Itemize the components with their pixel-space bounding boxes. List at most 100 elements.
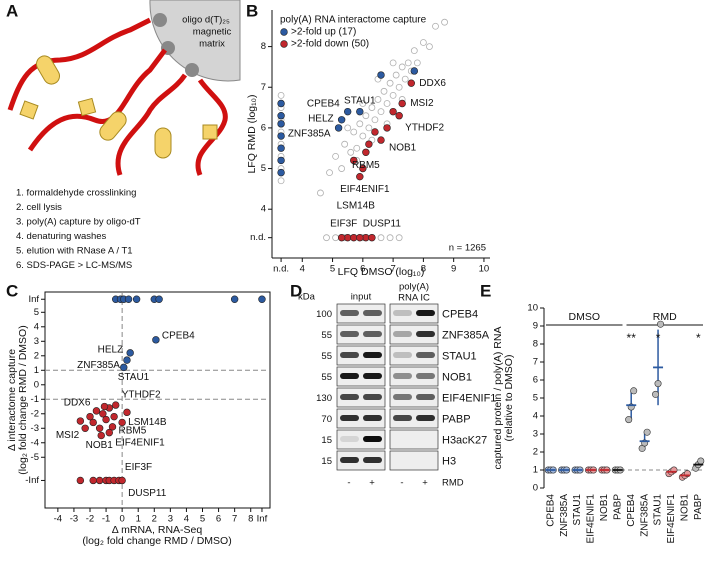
y-tick-label: 9: [533, 321, 538, 332]
blot-strip: [389, 324, 439, 345]
lane-label: -: [400, 478, 403, 489]
point: [277, 168, 285, 177]
blot-strip: [336, 408, 386, 429]
step: 5. elution with RNase A / T1: [16, 246, 133, 257]
y-axis-label: (relative to DMSO): [503, 355, 515, 442]
point: [76, 417, 85, 425]
point: [343, 107, 352, 116]
x-tick-label: 7: [390, 264, 395, 275]
point: [118, 476, 126, 485]
replicate-point: [630, 387, 638, 395]
band: [340, 394, 359, 400]
band: [340, 331, 359, 337]
point: [97, 431, 105, 440]
point-label: RBM5: [352, 160, 380, 171]
band: [393, 415, 412, 421]
background-point: [413, 59, 421, 67]
point-label: DDX6: [64, 398, 91, 409]
step: 3. poly(A) capture by oligo-dT: [16, 217, 141, 228]
plot-frame: [44, 291, 271, 509]
protein-label: PABP: [442, 413, 471, 425]
point: [110, 412, 118, 421]
band: [393, 310, 412, 316]
point-label: ZNF385A: [288, 129, 331, 140]
y-tick-label: 1: [533, 465, 538, 476]
background-point: [317, 189, 324, 197]
band: [363, 436, 382, 442]
point: [337, 116, 346, 124]
background-point: [410, 47, 418, 55]
protein: [36, 55, 60, 85]
point-label: MSI2: [410, 98, 434, 109]
y-tick-label: 4: [34, 321, 39, 332]
blot-strip: [389, 408, 439, 429]
y-tick-label: 0: [34, 379, 39, 390]
point: [123, 408, 131, 417]
background-point: [404, 59, 412, 67]
point-label: DDX6: [419, 78, 446, 89]
x-tick-label: 8: [421, 264, 426, 275]
point: [230, 295, 239, 303]
y-tick-label: -4: [31, 437, 39, 448]
point-label: CPEB4: [307, 98, 340, 109]
y-tick-label: -3: [31, 423, 39, 434]
x-tick-label: -4: [54, 514, 62, 525]
x-tick-label: -1: [102, 514, 110, 525]
point: [356, 107, 364, 116]
x-axis-label: LFQ DMSO (log₁₀): [338, 266, 425, 278]
point: [258, 295, 266, 303]
legend-title: poly(A) RNA interactome capture: [280, 15, 427, 26]
blot-strip: [336, 303, 386, 324]
replicate-point: [654, 380, 662, 388]
point-label: EIF4ENIF1: [340, 184, 390, 195]
protein-label: EIF4ENIF1: [442, 392, 496, 404]
matrix-label: matrix: [199, 39, 225, 50]
point-label: EIF4ENIF1: [115, 437, 165, 448]
legend-label: >2-fold up (17): [291, 27, 356, 38]
protein-label: H3acK27: [442, 434, 487, 446]
x-axis-label: Δ mRNA, RNA-Seq: [112, 524, 203, 536]
background-point: [426, 43, 433, 50]
kda-label: 55: [321, 351, 332, 362]
background-point: [374, 96, 382, 103]
band: [363, 373, 382, 379]
protein: [154, 127, 172, 159]
panel-label: C: [6, 281, 18, 300]
x-tick-label: n.d.: [273, 264, 289, 275]
point: [277, 112, 285, 120]
step: 6. SDS-PAGE > LC-MS/MS: [16, 260, 132, 271]
protein: [99, 111, 127, 141]
point-label: HELZ: [98, 345, 124, 356]
protein: [19, 100, 39, 120]
point: [277, 99, 285, 108]
blot-strip: [389, 366, 439, 387]
background-point: [323, 234, 330, 242]
point: [89, 476, 97, 485]
background-point: [392, 71, 400, 79]
rna: [27, 48, 167, 152]
blot-strip: [336, 345, 386, 366]
x-tick-label: 5: [330, 264, 335, 275]
y-tick-label: 0: [533, 483, 538, 494]
x-tick-label: 4: [184, 514, 189, 525]
background-point: [419, 39, 427, 46]
point: [100, 402, 109, 411]
point: [99, 410, 107, 418]
background-point: [338, 165, 346, 172]
y-tick-label: -1: [31, 394, 39, 405]
y-tick-label: 3: [533, 429, 538, 440]
x-tick-label: 2: [152, 514, 157, 525]
panel-label: D: [290, 281, 302, 300]
ic-label: RNA IC: [398, 293, 430, 304]
kda-label: 100: [316, 309, 332, 320]
background-point: [377, 234, 385, 242]
point: [410, 67, 419, 75]
point: [383, 124, 391, 132]
point: [152, 336, 160, 344]
y-tick-label: 4: [533, 411, 538, 422]
band: [393, 373, 412, 379]
point-label: MSI2: [56, 430, 80, 441]
point: [155, 295, 163, 303]
point-label: NOB1: [389, 143, 417, 154]
x-tick-label: Inf: [257, 514, 268, 525]
